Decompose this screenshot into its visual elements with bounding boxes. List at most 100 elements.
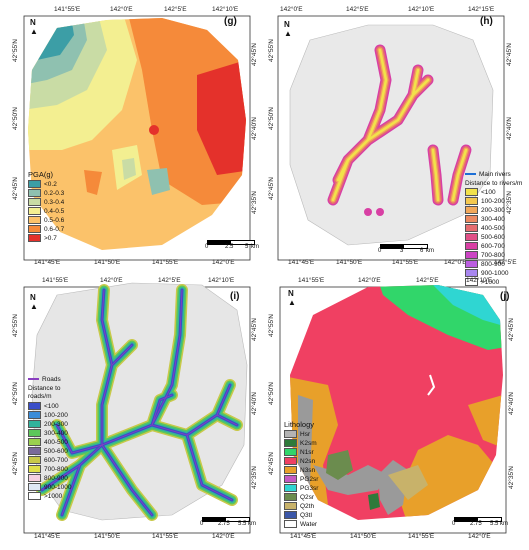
legend-swatch [284, 466, 297, 475]
scale-label-2: 5.5 [238, 521, 247, 527]
legend-swatch [28, 465, 41, 474]
zone-gt-0-7 [197, 60, 246, 175]
zone-0-6-0-7-patch [84, 170, 102, 195]
top-tick-3: 142°5'E [416, 277, 439, 284]
river-buffers [327, 44, 472, 216]
legend-swatch [284, 475, 297, 484]
legend-item: 400-500 [465, 224, 522, 233]
legend-item: 500-600 [28, 447, 74, 456]
relief-base [289, 24, 494, 246]
top-tick-1: 141°55'E [54, 6, 81, 13]
unit-q2sr [326, 450, 353, 480]
right-tick-1: 42°45'N [251, 43, 258, 66]
top-tick-3: 142°5'E [158, 277, 181, 284]
legend-label: N3sn [300, 467, 316, 474]
legend-item: 0.3-0.4 [28, 198, 64, 207]
bottom-tick-3: 141°55'E [408, 533, 435, 540]
legend-label: PG2sr [300, 476, 319, 483]
legend-swatch [28, 420, 41, 429]
left-tick-2: 42°50'N [12, 382, 19, 405]
legend-item: <100 [465, 188, 522, 197]
legend-item: >1000 [465, 278, 522, 287]
legend-swatch [465, 197, 478, 206]
north-arrow-icon: ▲ [284, 29, 292, 38]
legend-swatch [284, 439, 297, 448]
scale-bar: 0 2.5 5 km [205, 240, 259, 250]
legend-swatch [28, 225, 41, 234]
legend-swatch [28, 216, 41, 225]
legend-swatch [28, 198, 41, 207]
legend-swatch [465, 278, 478, 287]
legend-item: 500-600 [465, 233, 522, 242]
right-tick-2: 42°40'N [508, 392, 515, 415]
legend-item: Q3tl [284, 511, 318, 520]
legend-swatch [284, 484, 297, 493]
top-tick-4: 142°10'E [212, 6, 239, 13]
left-tick-3: 42°45'N [12, 177, 19, 200]
top-tick-3: 142°5'E [164, 6, 187, 13]
pga-legend: PGA(g) <0.2 0.2-0.3 0.3-0.4 0.4-0.5 0.5-… [28, 170, 64, 243]
scale-bar-graphic [207, 240, 255, 245]
legend-item: 0.2-0.3 [28, 189, 64, 198]
scale-label-0: 0 [205, 244, 209, 250]
bottom-tick-2: 141°50'E [94, 259, 121, 266]
legend-label: 600-700 [481, 243, 505, 250]
legend-label: Q3tl [300, 512, 312, 519]
legend-swatch [28, 438, 41, 447]
north-arrow: N ▲ [30, 18, 38, 36]
legend-swatch [28, 189, 41, 198]
north-label: N [288, 289, 294, 298]
legend-label: 700-800 [44, 466, 68, 473]
legend-label: Q2th [300, 503, 315, 510]
legend-item: <0.2 [28, 180, 64, 189]
scale-bar: 0 2.75 5.5 km [452, 517, 508, 527]
legend-label: 400-500 [44, 439, 68, 446]
legend-swatch [465, 233, 478, 242]
legend-item: 0.6-0.7 [28, 225, 64, 234]
scale-label-1: 3 [400, 248, 404, 254]
left-tick-3: 42°45'N [268, 452, 275, 475]
legend-label: <100 [44, 403, 59, 410]
legend-label: N2sn [300, 458, 316, 465]
legend-swatch [465, 242, 478, 251]
legend-title: Distance to rivers/m [465, 180, 523, 187]
legend-label: 900-1000 [481, 270, 509, 277]
north-label: N [284, 20, 290, 29]
left-tick-1: 42°55'N [12, 39, 19, 62]
legend-label: 400-500 [481, 225, 505, 232]
top-tick-4: 142°10'E [466, 277, 493, 284]
legend-label: 800-900 [481, 261, 505, 268]
north-arrow: N ▲ [30, 293, 38, 311]
legend-item: 0.5-0.6 [28, 216, 64, 225]
bottom-tick-2: 141°50'E [350, 533, 377, 540]
legend-swatch [28, 447, 41, 456]
legend-swatch [465, 251, 478, 260]
legend-swatch [28, 474, 41, 483]
bottom-tick-1: 141°45'E [34, 533, 61, 540]
panel-g-pga-map: (g) N ▲ 141°55'E 142°0'E 142°5'E 142°10'E… [2, 0, 259, 267]
legend-item: N3sn [284, 466, 318, 475]
north-arrow-icon: ▲ [288, 298, 296, 307]
water [427, 374, 436, 396]
legend-label: 800-900 [44, 475, 68, 482]
scale-unit: km [426, 248, 434, 254]
legend-label: Main rivers [479, 171, 511, 178]
scale-label-1: 2.5 [225, 244, 234, 250]
panel-h-river-distance-map: (h) N ▲ 142°0'E 142°5'E 142°10'E 142°15'E… [268, 0, 525, 287]
scale-bar: 0 3 6 km [378, 244, 434, 254]
right-tick-1: 42°45'N [251, 318, 258, 341]
legend-label: >1000 [44, 493, 63, 500]
unit-q2th [388, 465, 428, 500]
legend-swatch [465, 206, 478, 215]
legend-swatch [284, 520, 297, 529]
pga-map-canvas [23, 15, 251, 261]
right-tick-1: 42°45'N [506, 43, 513, 66]
scale-bar: 0 2.75 5.5 km [200, 517, 256, 527]
top-tick-1: 141°55'E [42, 277, 69, 284]
road-legend: Roads Distance to roads/m <100 100-200 2… [28, 375, 74, 501]
map-frame [23, 15, 251, 261]
legend-item: K2sm [284, 439, 318, 448]
legend-label: 200-300 [44, 421, 68, 428]
legend-label: N1sr [300, 449, 314, 456]
legend-item: 300-400 [465, 215, 522, 224]
